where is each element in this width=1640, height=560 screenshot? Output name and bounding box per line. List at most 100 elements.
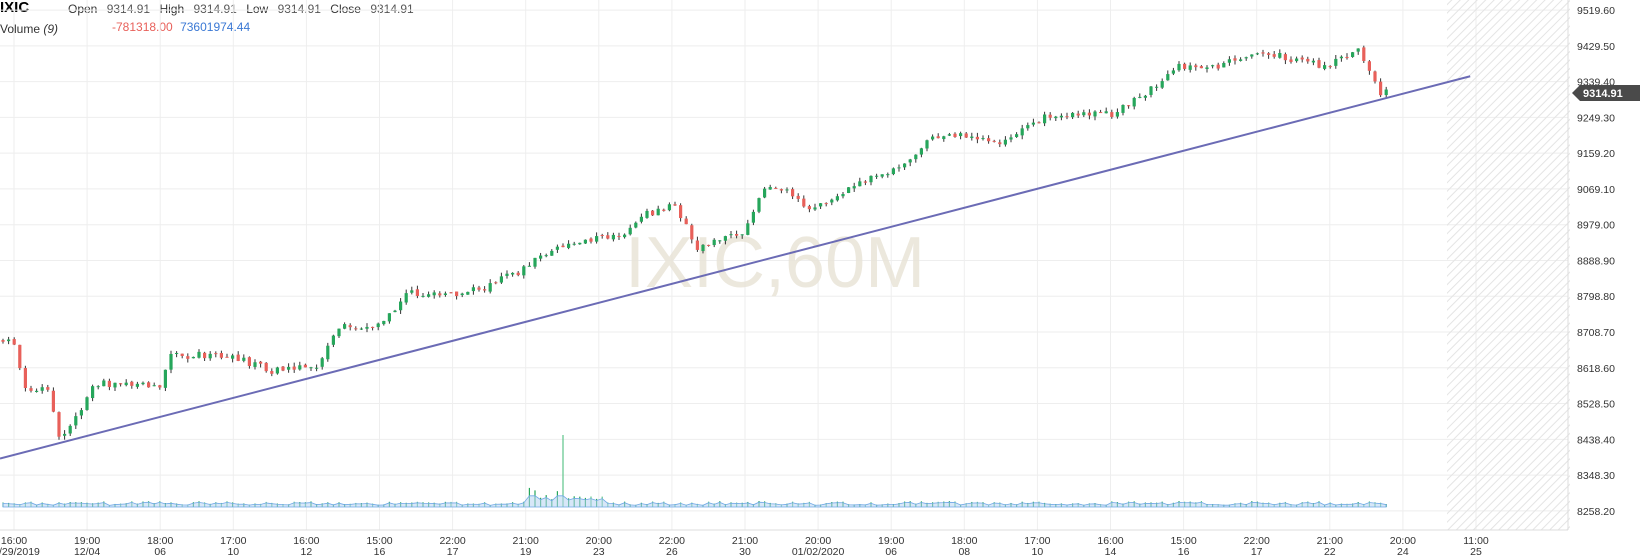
candle-down [779,189,783,191]
candle-down [29,388,33,391]
candle-up [701,244,705,252]
candle-up [746,223,750,235]
candle-up [835,196,839,201]
x-tick-time: 21:00 [1317,535,1343,547]
candle-up [208,353,212,359]
volume-value: 73601974.44 [180,20,251,34]
candle-up [544,255,548,257]
candle-down [824,203,828,205]
candle-down [1199,66,1203,69]
candle-down [158,385,162,388]
candle-up [337,328,341,337]
candle-up [1143,95,1147,98]
candle-up [578,242,582,245]
candle-down [203,352,207,359]
candle-up [970,136,974,138]
candle-up [768,187,772,190]
candle-down [354,328,358,330]
volume-readout: Volume (9) [0,22,58,36]
candle-down [46,387,50,390]
candle-up [751,211,755,223]
candle-down [1267,53,1271,55]
trendline[interactable] [0,75,1471,460]
candle-down [219,353,223,358]
last-price-marker: 9314.91 [1572,85,1640,101]
candle-up [79,410,83,416]
x-tick-time: 15:00 [1170,535,1196,547]
candle-up [387,313,391,322]
x-tick-time: 17:00 [1024,535,1050,547]
volume-label: Volume [0,22,41,36]
candle-up [1323,65,1327,69]
y-tick-label: 8258.20 [1577,506,1615,518]
open-label: Open [68,2,98,16]
candle-down [438,293,442,296]
candle-up [298,365,302,370]
candle-down [651,210,655,216]
high-label: High [159,2,185,16]
candle-down [679,205,683,219]
candle-up [113,382,117,388]
candle-up [981,138,985,140]
candle-up [275,367,279,374]
candle-up [1166,74,1170,81]
candle-down [259,361,263,364]
candle-down [483,289,487,291]
volume-period: (9) [43,22,59,36]
volume-change: -781318.00 [112,20,173,34]
x-tick-time: 11:00 [1463,535,1489,547]
candle-up [1211,65,1215,67]
candle-up [897,167,901,169]
candle-up [813,207,817,210]
candle-up [1227,59,1231,63]
candle-up [550,250,554,256]
candle-up [539,255,543,259]
candle-up [819,203,823,207]
x-tick-date: 30 [739,546,751,558]
time-axis: 16:0011/29/201919:0012/0418:000617:00101… [0,529,1568,558]
x-tick-date: 12/04 [74,546,100,558]
candle-up [785,189,789,191]
x-tick-time: 22:00 [1244,535,1270,547]
candle-down [690,225,694,240]
ohlc-readout: Open 9314.91 High 9314.91 Low 9314.91 Cl… [68,2,414,16]
candle-up [404,293,408,303]
candle-down [236,354,240,361]
candle-up [331,335,335,345]
candle-down [684,218,688,225]
candle-up [443,293,447,295]
candle-up [723,236,727,241]
candle-up [841,194,845,197]
candle-up [1009,137,1013,140]
candle-down [303,364,307,368]
candle-down [1,340,5,342]
candle-down [1373,71,1377,82]
candle-down [589,238,593,242]
candle-up [886,174,890,176]
candle-down [1345,56,1349,59]
candle-up [1071,112,1075,118]
volume-area [2,495,1387,508]
x-tick-date: 14 [1105,546,1117,558]
x-tick-date: 16 [374,546,386,558]
candle-down [281,366,285,371]
candle-up [376,323,380,328]
candle-up [1093,111,1097,117]
candle-up [757,198,761,212]
candle-up [623,234,627,238]
x-tick-date: 16 [1178,546,1190,558]
candle-down [1099,112,1103,114]
candle-down [1317,60,1321,68]
candle-up [432,292,436,296]
candle-down [214,353,218,355]
candle-up [1351,52,1355,57]
candle-up [152,385,156,387]
candle-up [1138,96,1142,98]
candle-up [628,227,632,235]
x-tick-date: 06 [154,546,166,558]
candle-up [7,339,11,342]
candle-down [57,412,61,437]
candle-up [1384,89,1388,96]
candle-up [393,310,397,313]
